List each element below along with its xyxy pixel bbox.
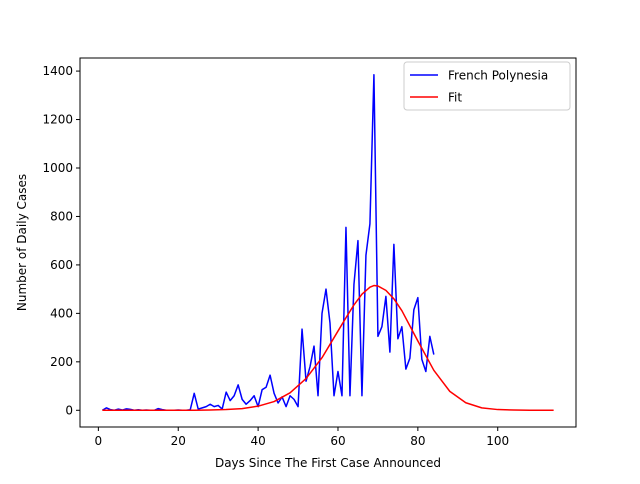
legend-box: [403, 61, 571, 111]
x-tick-label: 20: [171, 434, 186, 448]
legend-label: Fit: [448, 91, 462, 105]
series-line-1: [102, 284, 554, 412]
y-tick-label: 1400: [42, 64, 73, 78]
series-line-0: [101, 73, 435, 412]
y-tick-label: 0: [65, 403, 73, 417]
y-tick-label: 600: [50, 258, 73, 272]
legend: French Polynesia Fit: [403, 61, 571, 111]
x-tick-label: 100: [486, 434, 509, 448]
axes-frame: [79, 57, 577, 428]
y-axis-ticks: 0 200 400 600 800 1000 1200 1400: [42, 64, 80, 417]
x-tick-label: 40: [250, 434, 265, 448]
x-axis-label: Days Since The First Case Announced: [215, 456, 441, 470]
series-layer: [101, 73, 554, 412]
x-axis-ticks: 0 20 40 60 80 100: [95, 427, 509, 448]
y-tick-label: 200: [50, 355, 73, 369]
x-tick-label: 60: [330, 434, 345, 448]
x-tick-label: 0: [95, 434, 103, 448]
y-tick-label: 1000: [42, 161, 73, 175]
y-tick-label: 1200: [42, 113, 73, 127]
legend-label: French Polynesia: [448, 69, 548, 83]
y-tick-label: 400: [50, 306, 73, 320]
y-tick-label: 800: [50, 209, 73, 223]
x-tick-label: 80: [410, 434, 425, 448]
y-axis-label: Number of Daily Cases: [15, 174, 29, 311]
